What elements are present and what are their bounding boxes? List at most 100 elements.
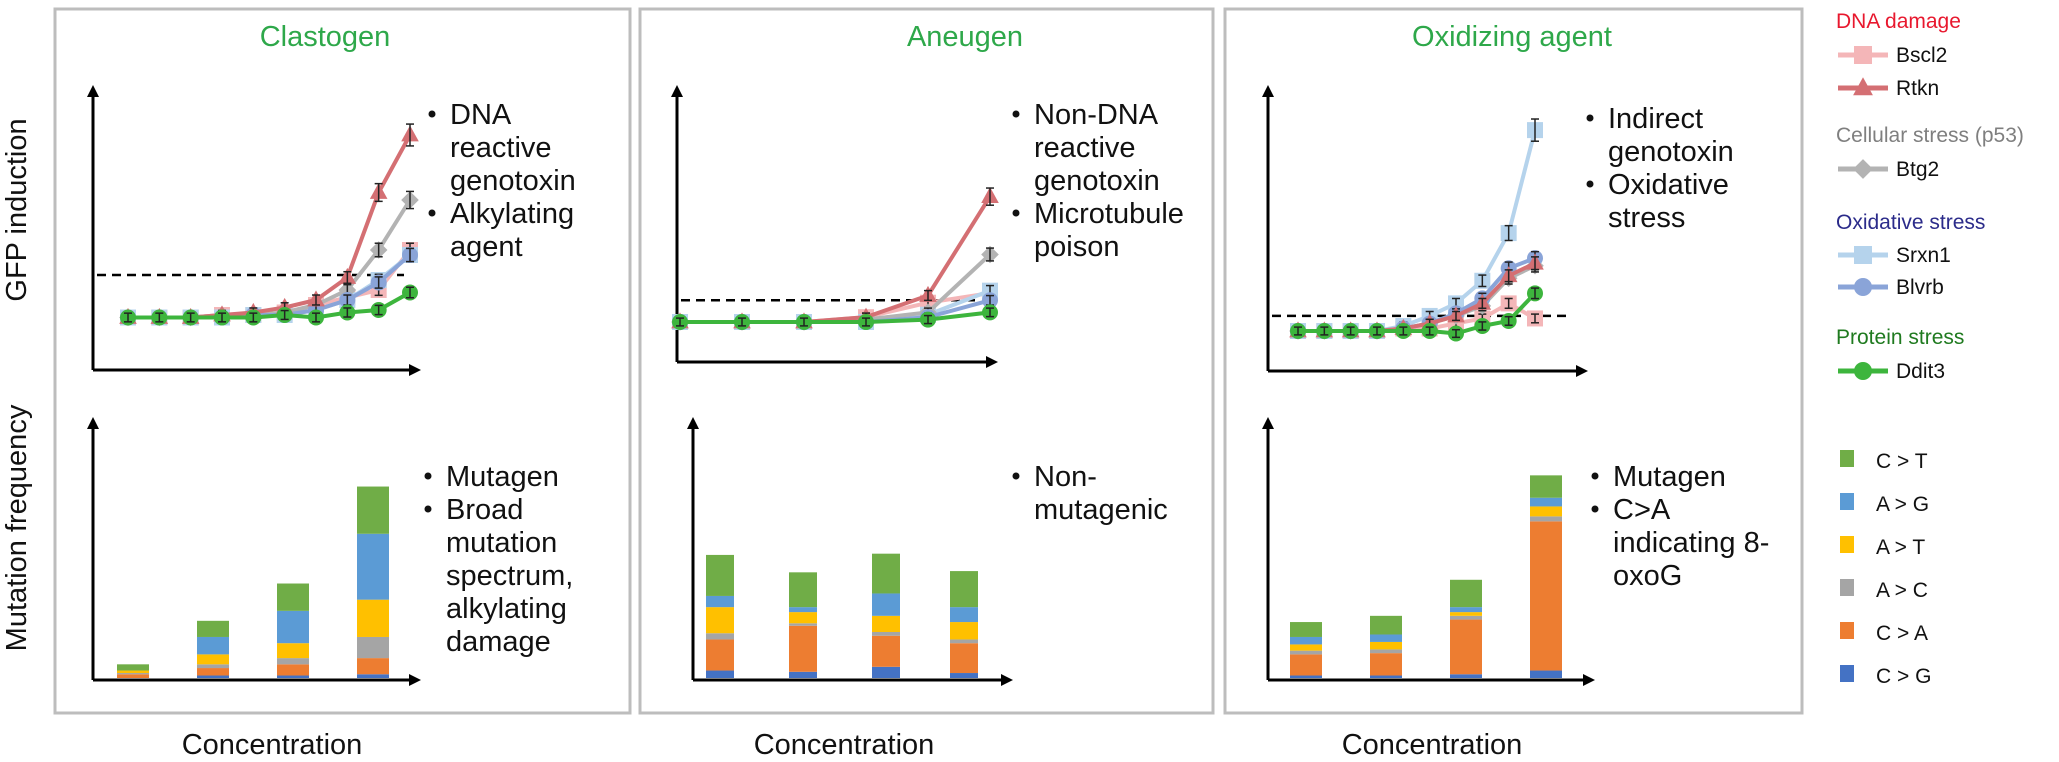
annotation-text: indicating 8- <box>1613 527 1769 559</box>
legend-marker-ddit3 <box>1854 362 1872 380</box>
bar-segment-ac <box>950 639 978 644</box>
annotation-text: Broad <box>446 494 523 526</box>
bar-chart-2 <box>1262 417 1595 686</box>
bar-segment-ag <box>277 610 309 644</box>
legend-label: Btg2 <box>1896 158 1939 181</box>
legend-group-title: Oxidative stress <box>1836 211 1985 234</box>
bar-segment-ag <box>197 636 229 655</box>
bar-segment-ag <box>357 533 389 600</box>
legend-label: Srxn1 <box>1896 244 1951 267</box>
bar-segment-ac <box>197 664 229 669</box>
bar-segment-cg <box>357 674 389 678</box>
bar-segment-ac <box>789 623 817 626</box>
bar-segment-ct <box>1290 622 1322 637</box>
bar-segment-ca <box>789 625 817 672</box>
annotation-text: mutagenic <box>1034 494 1168 526</box>
annotation-text: reactive <box>1034 132 1136 164</box>
bar-segment-ca <box>277 664 309 676</box>
panel-title-aneugen: Aneugen <box>907 21 1023 53</box>
legend-mutation-label: C > A <box>1876 622 1928 645</box>
legend-swatch-5 <box>1840 665 1854 682</box>
legend-mutation-label: C > G <box>1876 665 1931 688</box>
bar-segment-ac <box>1530 516 1562 522</box>
bullet-dot <box>428 110 436 118</box>
legend-label: Blvrb <box>1896 276 1944 299</box>
bar-segment-ct <box>1370 615 1402 635</box>
bar-segment-at <box>1530 506 1562 517</box>
legend-swatch-1 <box>1840 493 1854 510</box>
y-axis-label-top: GFP induction <box>1 118 33 301</box>
legend-swatch-2 <box>1840 536 1854 553</box>
bullet-dot <box>1586 114 1594 122</box>
bar-segment-ct <box>1530 475 1562 498</box>
bar-segment-at <box>706 607 734 634</box>
legend-mutation-label: A > C <box>1876 579 1928 602</box>
bar-segment-ac <box>872 632 900 636</box>
legend-mutation-label: A > G <box>1876 493 1929 516</box>
bar-segment-ag <box>950 607 978 623</box>
legend-label: Rtkn <box>1896 77 1939 100</box>
panel-title-oxidizing: Oxidizing agent <box>1412 21 1612 53</box>
annotation-text: Indirect <box>1608 103 1703 135</box>
bar-segment-ca <box>1530 521 1562 671</box>
bar-segment-ca <box>1370 653 1402 676</box>
panel-title-clastogen: Clastogen <box>260 21 391 53</box>
bar-segment-ct <box>706 554 734 596</box>
annotation-text: stress <box>1608 202 1685 234</box>
bar-segment-ct <box>789 572 817 608</box>
legend-swatch-0 <box>1840 450 1854 467</box>
panel-oxidizing-box <box>1223 7 1804 715</box>
bar-segment-at <box>1290 644 1322 651</box>
annotation-text: genotoxin <box>450 165 576 197</box>
legend-marker-srxn1 <box>1854 246 1872 264</box>
bar-segment-ca <box>706 639 734 671</box>
annotation-text: Alkylating <box>450 198 574 230</box>
bar-segment-cg <box>789 671 817 678</box>
bullet-dot <box>424 472 432 480</box>
bullet-dot <box>1012 472 1020 480</box>
bar-segment-at <box>950 622 978 640</box>
legend-group-title: DNA damage <box>1836 10 1961 33</box>
bar-segment-ag <box>789 607 817 613</box>
y-axis-label-bottom: Mutation frequency <box>1 404 33 651</box>
annotation-text: DNA <box>450 99 512 131</box>
bar-segment-ca <box>197 668 229 676</box>
bullet-dot <box>1591 472 1599 480</box>
annotation-text: C>A <box>1613 494 1671 526</box>
annotation-text: Non- <box>1034 461 1097 493</box>
annotation-text: mutation <box>446 527 557 559</box>
panel-aneugen-box <box>638 7 1215 715</box>
annotation-text: spectrum, <box>446 560 573 592</box>
bar-segment-ac <box>1370 649 1402 654</box>
bar-segment-ac <box>357 636 389 659</box>
annotation-text: poison <box>1034 231 1119 263</box>
series-line-ddit3 <box>128 290 411 320</box>
bar-chart-1 <box>687 417 1013 686</box>
bar-segment-cg <box>706 670 734 678</box>
legend-marker-blvrb <box>1854 278 1872 296</box>
annotation-text: genotoxin <box>1608 136 1734 168</box>
annotation-1: Non-DNAreactivegenotoxinMicrotubulepoiso… <box>1012 99 1184 263</box>
bar-segment-ct <box>950 571 978 608</box>
bar-segment-ag <box>872 593 900 616</box>
annotation-text: damage <box>446 626 551 658</box>
annotation-4: Non-mutagenic <box>1012 461 1168 526</box>
x-axis-label-clastogen: Concentration <box>182 729 363 761</box>
annotation-text: agent <box>450 231 523 263</box>
bar-segment-ct <box>1450 579 1482 608</box>
bar-segment-ag <box>1290 636 1322 645</box>
bar-segment-ct <box>117 664 149 671</box>
legend: DNA damage Bscl2 Rtkn Cellular stress (p53)… <box>1836 10 2024 688</box>
bar-segment-ag <box>1370 634 1402 642</box>
series-line-ddit3 <box>680 310 991 324</box>
annotation-text: Oxidative <box>1608 169 1729 201</box>
bullet-dot <box>1012 110 1020 118</box>
bar-segment-cg <box>1450 674 1482 678</box>
bar-segment-ca <box>1450 619 1482 675</box>
annotation-text: Non-DNA <box>1034 99 1159 131</box>
panel-clastogen-box <box>53 7 632 715</box>
